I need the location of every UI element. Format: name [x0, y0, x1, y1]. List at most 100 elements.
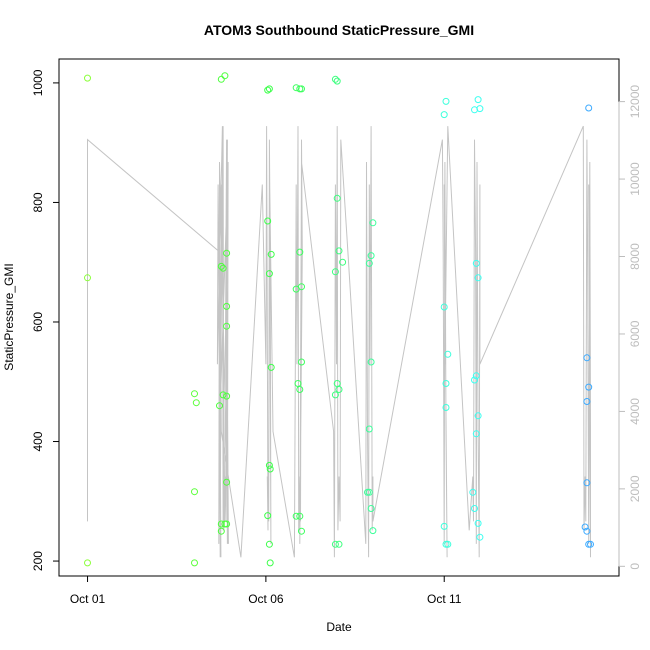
y-tick-label: 400 [31, 431, 45, 451]
data-point [471, 376, 478, 384]
data-point [264, 86, 272, 94]
data-point [367, 252, 375, 260]
y-tick-label: 200 [31, 551, 45, 571]
y-axis: 200 400 600 800 1000 [31, 69, 60, 571]
data-point [223, 392, 231, 400]
data-point [369, 527, 377, 535]
data-point [331, 268, 339, 276]
data-point [442, 404, 450, 411]
data-point [583, 479, 591, 487]
data-point [264, 512, 272, 520]
data-point [365, 488, 373, 496]
data-point [367, 505, 375, 512]
data-point [583, 354, 591, 362]
data-point [365, 425, 373, 433]
data-point [339, 258, 347, 266]
secondary-y-tick-label: 2000 [628, 475, 642, 502]
data-point [333, 194, 341, 202]
secondary-y-axis: 0 2000 4000 6000 8000 10000 12000 [618, 85, 642, 570]
secondary-y-tick-label: 4000 [628, 398, 642, 425]
data-point [223, 322, 231, 330]
data-point [444, 350, 452, 358]
data-point [474, 412, 482, 420]
data-point [217, 520, 225, 528]
data-point [191, 390, 198, 398]
data-point [335, 540, 343, 548]
data-point [292, 512, 300, 520]
data-point [217, 527, 225, 535]
data-point [331, 391, 339, 399]
points-layer [84, 72, 594, 567]
data-point [442, 97, 450, 105]
data-point [585, 104, 593, 112]
x-tick-label: Oct 11 [427, 592, 462, 606]
x-axis-label: Date [326, 620, 352, 634]
secondary-series-line [87, 125, 591, 558]
data-point [219, 391, 227, 399]
x-axis: Oct 01 Oct 06 Oct 11 [70, 575, 462, 606]
data-point [296, 386, 304, 393]
data-point [587, 540, 594, 548]
data-point [469, 488, 477, 496]
data-point [333, 77, 341, 85]
y-tick-label: 1000 [31, 69, 45, 96]
data-point [296, 512, 304, 520]
data-point [192, 399, 200, 407]
data-point [472, 430, 480, 438]
data-point [298, 85, 305, 93]
secondary-y-tick-label: 0 [628, 563, 642, 570]
data-point [474, 96, 482, 104]
data-point [223, 520, 231, 528]
data-point [221, 72, 229, 80]
data-point [440, 522, 448, 530]
data-point [216, 402, 223, 410]
y-tick-label: 600 [31, 312, 45, 332]
secondary-y-tick-label: 8000 [628, 243, 642, 270]
data-point [266, 559, 274, 567]
data-point [583, 527, 591, 535]
secondary-y-tick-label: 10000 [628, 162, 642, 196]
data-point [474, 519, 482, 527]
data-point [440, 111, 448, 119]
data-point [472, 372, 480, 380]
data-point [265, 270, 273, 278]
data-point [298, 527, 305, 535]
x-tick-label: Oct 06 [248, 592, 284, 606]
data-point [476, 105, 484, 113]
data-point [331, 540, 339, 548]
secondary-y-tick-label: 6000 [628, 320, 642, 347]
data-point [267, 363, 275, 371]
data-point [219, 264, 227, 272]
data-point [292, 84, 300, 92]
data-point [335, 386, 343, 393]
y-axis-label: StaticPressure_GMI [2, 263, 16, 370]
data-point [84, 559, 91, 567]
data-point [217, 262, 225, 270]
data-point [474, 274, 482, 282]
data-point [265, 85, 273, 93]
data-point [585, 383, 593, 391]
data-point [335, 247, 343, 255]
data-point [84, 74, 91, 82]
data-point [84, 274, 91, 282]
y-tick-label: 800 [31, 192, 45, 212]
data-point [264, 217, 272, 225]
data-point [367, 358, 375, 366]
data-point [223, 478, 231, 486]
data-point [265, 461, 273, 469]
data-point [369, 219, 377, 227]
data-point [581, 523, 589, 531]
data-point [444, 540, 452, 548]
data-point [365, 259, 373, 267]
data-point [472, 259, 480, 267]
secondary-y-tick-label: 12000 [628, 85, 642, 119]
data-point [331, 75, 339, 83]
data-point [298, 283, 305, 291]
secondary-series-layer [87, 125, 591, 558]
data-point [223, 249, 231, 257]
data-point [471, 505, 478, 512]
x-tick-label: Oct 01 [70, 592, 106, 606]
data-point [476, 533, 484, 541]
data-point [191, 559, 198, 567]
